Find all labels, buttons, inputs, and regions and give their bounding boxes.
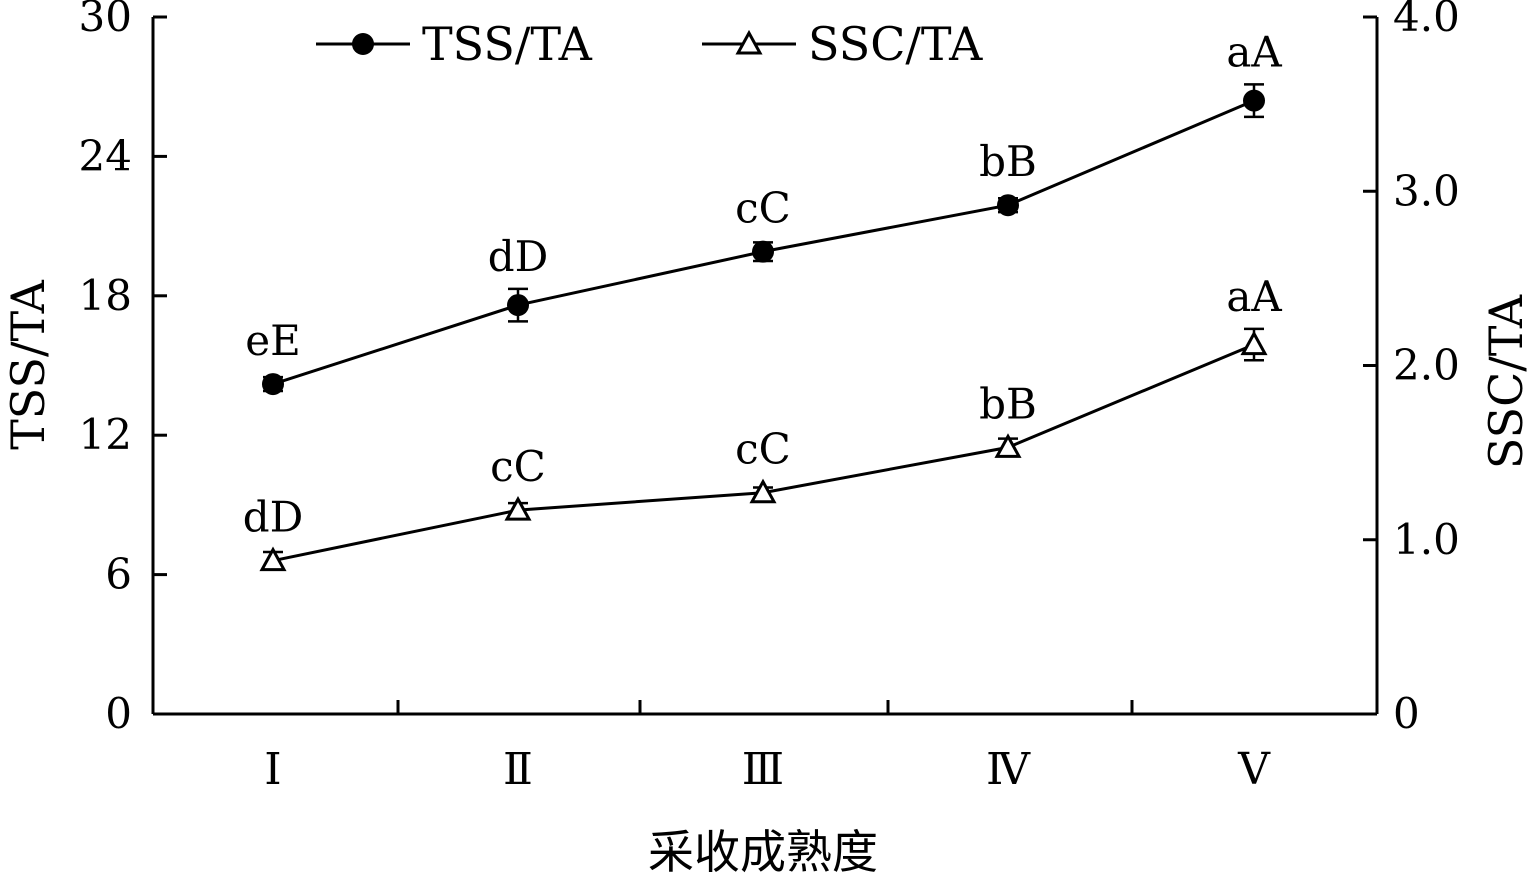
significance-label: cC — [735, 184, 791, 233]
significance-label: dD — [488, 232, 549, 281]
y-tick-right-label: 0 — [1393, 689, 1420, 738]
y-tick-left-label: 12 — [79, 410, 132, 459]
significance-label: bB — [979, 137, 1037, 186]
data-point — [749, 478, 777, 504]
significance-label: bB — [979, 379, 1037, 428]
significance-label: eE — [245, 316, 301, 365]
x-axis-title: 采收成熟度 — [648, 825, 878, 879]
y-tick-left-label: 18 — [79, 271, 132, 320]
series-layer: eE dD cC bB aA dD cC cC bB aA — [243, 27, 1282, 572]
x-tick-label: Ⅳ — [986, 744, 1031, 795]
significance-label: aA — [1226, 272, 1282, 321]
data-point — [1240, 330, 1268, 356]
significance-label: cC — [735, 425, 791, 474]
y-tick-left-label: 24 — [79, 131, 132, 180]
legend-label-tss: TSS/TA — [422, 17, 593, 71]
x-tick-label: Ⅰ — [264, 744, 281, 795]
legend-marker-tss — [352, 33, 374, 55]
axes — [151, 17, 1379, 716]
significance-label: dD — [243, 493, 304, 542]
data-point — [997, 194, 1019, 217]
x-tick-label: Ⅴ — [1237, 744, 1271, 795]
y-tick-left-label: 30 — [79, 0, 132, 41]
data-point — [259, 546, 287, 572]
y-tick-left-label: 0 — [105, 689, 132, 738]
significance-label: aA — [1226, 27, 1282, 76]
y-tick-right-label: 4.0 — [1393, 0, 1460, 41]
y-tick-right-label: 3.0 — [1393, 166, 1460, 215]
data-point — [262, 373, 284, 396]
legend-label-ssc: SSC/TA — [808, 17, 983, 71]
y-tick-right-label: 1.0 — [1393, 515, 1460, 564]
series-ssc: dD cC cC bB aA — [243, 272, 1282, 572]
legend-marker-ssc — [735, 29, 763, 55]
y-axis-title-right: SSC/TA — [1479, 294, 1533, 469]
ticks: 0 6 12 18 24 30 0 1.0 2.0 3.0 4.0 Ⅰ Ⅱ Ⅲ Ⅳ Ⅴ — [79, 0, 1460, 795]
data-point — [507, 294, 529, 317]
significance-label: cC — [490, 442, 546, 491]
data-point — [1243, 89, 1265, 112]
data-point — [752, 240, 774, 263]
y-tick-right-label: 2.0 — [1393, 341, 1460, 390]
x-tick-label: Ⅲ — [742, 744, 784, 795]
series-tss: eE dD cC bB aA — [245, 27, 1282, 396]
y-axis-title-left: TSS/TA — [1, 279, 55, 450]
x-tick-label: Ⅱ — [503, 744, 533, 795]
legend: TSS/TA SSC/TA — [316, 17, 983, 71]
y-tick-left-label: 6 — [105, 550, 132, 599]
data-point — [994, 433, 1022, 458]
data-point — [504, 496, 532, 521]
